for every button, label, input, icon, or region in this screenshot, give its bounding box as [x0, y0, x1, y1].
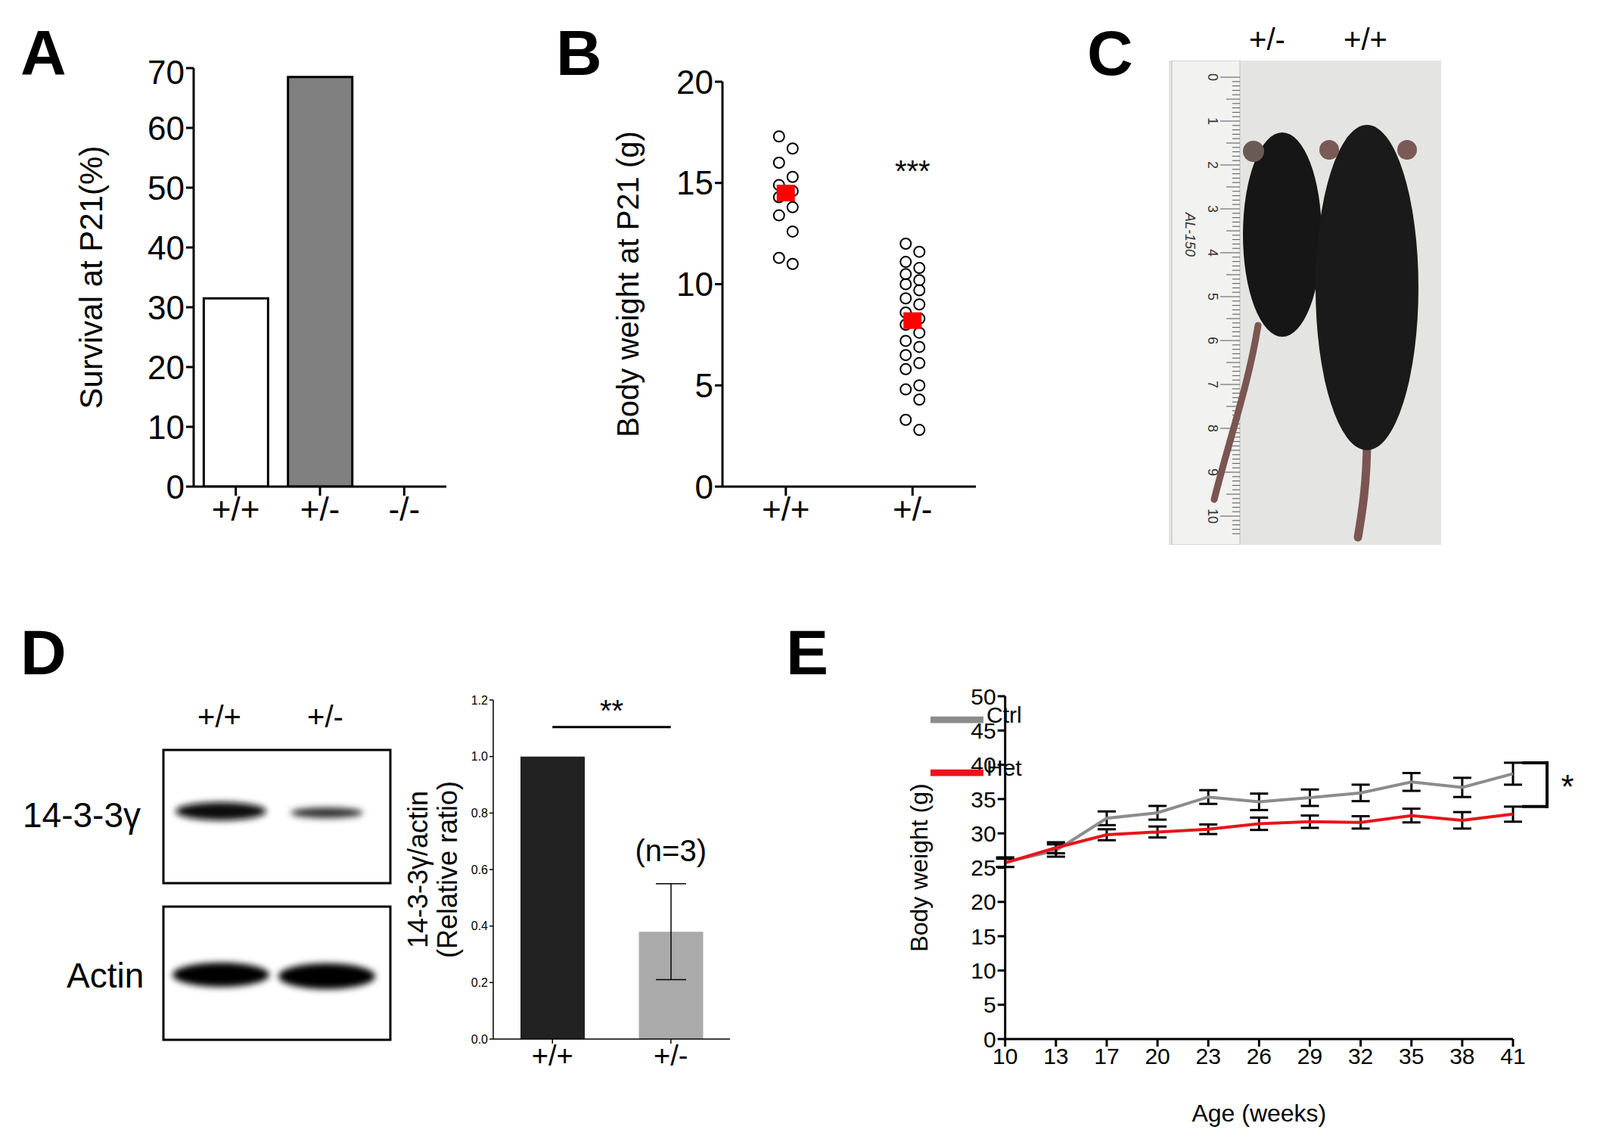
svg-text:40: 40	[970, 751, 996, 777]
svg-text:0: 0	[983, 1026, 997, 1052]
svg-text:15: 15	[676, 164, 714, 202]
svg-text:10: 10	[992, 1043, 1018, 1069]
svg-text:0: 0	[695, 468, 714, 506]
svg-text:0.0: 0.0	[471, 1032, 488, 1046]
svg-text:41: 41	[1500, 1043, 1526, 1069]
svg-text:7: 7	[1205, 380, 1221, 389]
svg-text:45: 45	[970, 717, 996, 743]
svg-text:20: 20	[970, 888, 996, 914]
svg-text:14-3-3γ/actin(Relative ratio): 14-3-3γ/actin(Relative ratio)	[402, 780, 464, 958]
svg-text:+/+: +/+	[211, 490, 261, 528]
svg-text:35: 35	[970, 786, 996, 812]
svg-text:23: 23	[1196, 1043, 1221, 1069]
svg-text:0: 0	[1205, 73, 1221, 81]
svg-text:*: *	[1560, 767, 1574, 805]
svg-text:Age (weeks): Age (weeks)	[1191, 1099, 1327, 1127]
svg-text:0.2: 0.2	[471, 975, 488, 989]
svg-text:32: 32	[1348, 1043, 1374, 1069]
svg-text:+/-: +/-	[892, 490, 933, 528]
svg-text:8: 8	[1205, 424, 1221, 432]
svg-text:13: 13	[1043, 1043, 1069, 1069]
svg-text:17: 17	[1093, 1043, 1119, 1069]
svg-text:2: 2	[1205, 161, 1221, 169]
svg-text:(n=3): (n=3)	[635, 833, 708, 867]
svg-text:10: 10	[970, 957, 996, 983]
svg-text:Body weight (g): Body weight (g)	[905, 782, 933, 951]
svg-text:20: 20	[1144, 1043, 1170, 1069]
svg-text:5: 5	[695, 366, 714, 404]
svg-text:5: 5	[983, 991, 997, 1017]
svg-text:AL-150: AL-150	[1182, 211, 1198, 257]
svg-text:70: 70	[147, 53, 185, 91]
svg-text:60: 60	[147, 109, 185, 147]
svg-text:Body weight at P21 (g): Body weight at P21 (g)	[611, 130, 645, 438]
svg-text:1.0: 1.0	[471, 749, 488, 763]
svg-text:26: 26	[1246, 1043, 1272, 1069]
svg-text:0.6: 0.6	[471, 863, 488, 877]
svg-text:+/-: +/-	[653, 1039, 688, 1072]
svg-text:Survival at P21(%): Survival at P21(%)	[73, 146, 109, 410]
svg-text:6: 6	[1205, 336, 1221, 345]
svg-text:+/+: +/+	[761, 490, 811, 528]
svg-text:10: 10	[676, 265, 714, 303]
svg-text:20: 20	[147, 348, 185, 386]
svg-text:4: 4	[1205, 248, 1221, 257]
svg-text:35: 35	[1398, 1043, 1424, 1069]
svg-text:50: 50	[147, 169, 185, 207]
svg-text:15: 15	[970, 923, 996, 949]
svg-text:***: ***	[894, 154, 931, 188]
svg-text:-/-: -/-	[388, 490, 421, 528]
svg-text:1.2: 1.2	[471, 693, 488, 707]
svg-text:5: 5	[1205, 292, 1221, 301]
svg-text:40: 40	[147, 229, 185, 267]
svg-text:10: 10	[147, 408, 185, 446]
svg-text:3: 3	[1205, 205, 1221, 213]
svg-text:38: 38	[1449, 1043, 1475, 1069]
svg-text:29: 29	[1297, 1043, 1323, 1069]
svg-text:+/+: +/+	[531, 1039, 574, 1072]
svg-text:0: 0	[166, 468, 185, 506]
svg-text:20: 20	[676, 63, 714, 101]
svg-text:0.8: 0.8	[471, 806, 488, 820]
svg-text:30: 30	[147, 288, 185, 327]
svg-text:30: 30	[970, 820, 996, 846]
svg-text:10: 10	[1205, 508, 1221, 524]
svg-text:+/-: +/-	[300, 490, 341, 528]
svg-text:0.4: 0.4	[471, 919, 488, 933]
svg-text:25: 25	[970, 854, 996, 880]
svg-text:1: 1	[1205, 117, 1221, 125]
svg-text:50: 50	[970, 683, 996, 709]
svg-text:**: **	[599, 693, 624, 727]
